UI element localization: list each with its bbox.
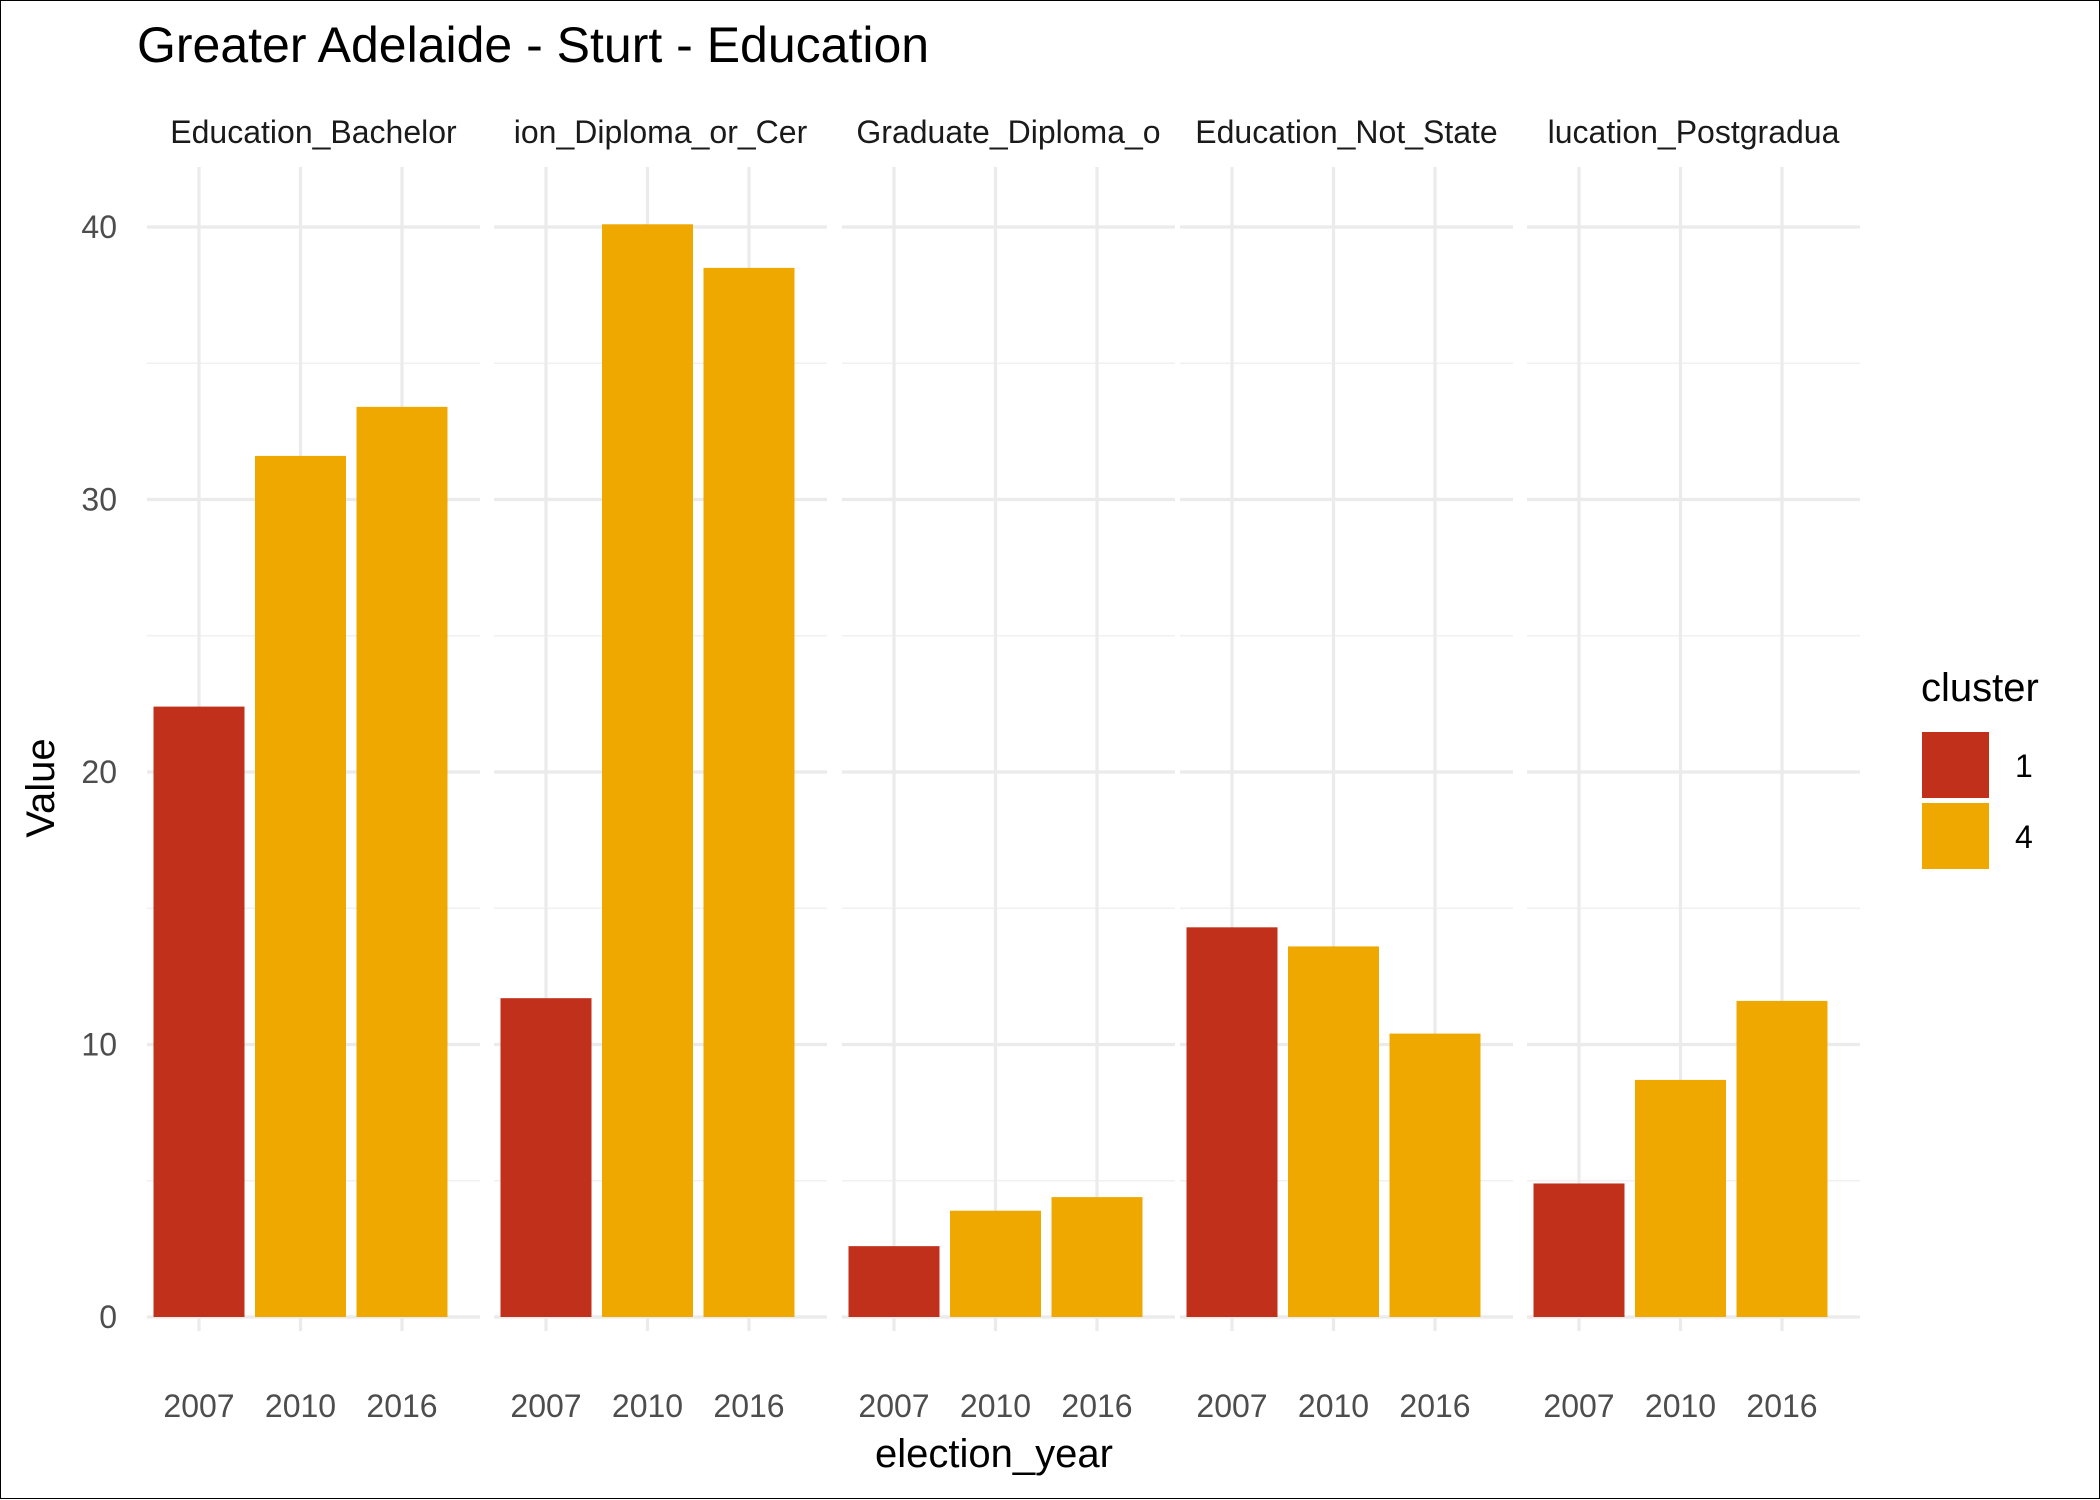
facet-panel: Education_Bachelor 2007 2010 2016	[147, 114, 480, 1424]
bar	[153, 706, 245, 1317]
bar	[356, 406, 448, 1318]
bar	[703, 267, 795, 1317]
x-tick-label: 2007	[163, 1388, 234, 1424]
x-tick-label: 2010	[1645, 1388, 1716, 1424]
facet-panel: lucation_Postgradua 2007 2010 2016	[1527, 114, 1860, 1424]
x-tick-label: 2007	[510, 1388, 581, 1424]
x-tick-label: 2007	[858, 1388, 929, 1424]
bar	[1186, 927, 1278, 1317]
y-tick-label: 30	[81, 482, 117, 518]
legend-swatch	[1922, 803, 1989, 869]
legend-swatch	[1922, 732, 1989, 798]
x-tick-label: 2010	[612, 1388, 683, 1424]
x-tick-label: 2010	[960, 1388, 1031, 1424]
y-tick-label: 10	[81, 1027, 117, 1063]
x-tick-label: 2010	[265, 1388, 336, 1424]
facet-panel: Graduate_Diploma_o 2007 2010 2016	[842, 114, 1175, 1424]
bar	[950, 1210, 1041, 1317]
facet-strip-label: lucation_Postgradua	[1548, 114, 1840, 150]
x-tick-label: 2016	[713, 1388, 784, 1424]
legend: cluster 1 4	[1921, 666, 2039, 869]
x-tick-label: 2016	[366, 1388, 437, 1424]
bar	[1533, 1183, 1625, 1317]
bar	[848, 1246, 940, 1317]
legend-title: cluster	[1921, 666, 2039, 710]
y-tick-label: 40	[81, 209, 117, 245]
legend-label: 1	[2015, 748, 2033, 784]
bar	[1736, 1000, 1828, 1317]
x-tick-label: 2007	[1543, 1388, 1614, 1424]
bar	[1635, 1079, 1726, 1317]
y-tick-label: 20	[81, 754, 117, 790]
x-tick-label: 2016	[1061, 1388, 1132, 1424]
x-tick-label: 2016	[1399, 1388, 1470, 1424]
bar	[500, 998, 592, 1317]
x-axis-title: election_year	[875, 1432, 1113, 1476]
x-tick-label: 2010	[1298, 1388, 1369, 1424]
bar	[255, 455, 346, 1317]
bar	[1051, 1197, 1143, 1317]
bar	[1288, 946, 1379, 1317]
y-axis-title: Value	[19, 738, 63, 837]
x-tick-label: 2007	[1196, 1388, 1267, 1424]
facet-strip-label: Graduate_Diploma_o	[856, 114, 1160, 150]
x-tick-label: 2016	[1746, 1388, 1817, 1424]
legend-label: 4	[2015, 819, 2033, 855]
facet-strip-label: Education_Bachelor	[170, 114, 457, 150]
facet-strip-label: ion_Diploma_or_Cer	[514, 114, 808, 150]
bar	[1389, 1033, 1481, 1317]
y-tick-label: 0	[99, 1299, 117, 1335]
facet-panel: Education_Not_State 2007 2010 2016	[1180, 114, 1513, 1424]
chart-title: Greater Adelaide - Sturt - Education	[137, 17, 929, 73]
facet-strip-label: Education_Not_State	[1195, 114, 1497, 150]
bar	[602, 224, 693, 1317]
facet-panel: ion_Diploma_or_Cer 2007 2010 2016	[494, 114, 827, 1424]
